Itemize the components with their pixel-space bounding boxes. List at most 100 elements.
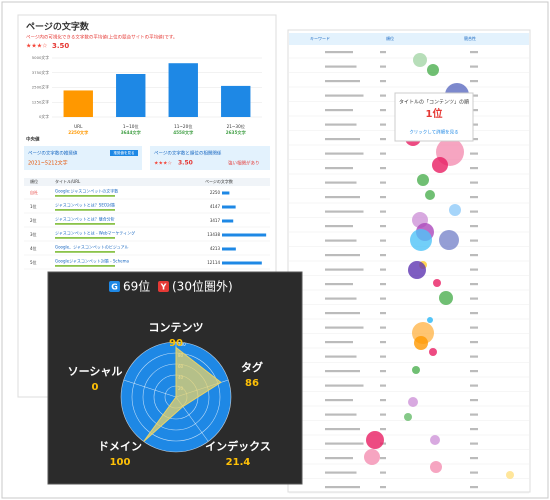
table-rank: 1位 <box>30 203 37 209</box>
bubble <box>439 291 453 305</box>
row-text <box>380 196 386 199</box>
table-value: 12114 <box>207 260 220 265</box>
table-title: ジャスコンペットとは？SEO対策 <box>55 202 115 208</box>
row-text <box>325 486 360 489</box>
bubble <box>408 397 418 407</box>
row-text <box>325 326 364 329</box>
row-text <box>380 254 386 257</box>
row-text <box>325 471 357 474</box>
radar-category: インデックス <box>205 439 271 453</box>
row-text <box>470 152 478 155</box>
row-text <box>325 181 357 184</box>
row-text <box>470 370 478 373</box>
row-text <box>380 355 386 358</box>
row-text <box>470 196 478 199</box>
row-text <box>325 51 353 54</box>
radar-chart: 20406080100コンテンツ90タグ86インデックス21.4ドメイン100ソ… <box>68 321 271 468</box>
left-title: ページの文字数 <box>26 21 90 33</box>
row-text <box>380 94 386 97</box>
radar-category: コンテンツ <box>149 321 204 334</box>
y-tick-label: 5000文字 <box>32 55 49 60</box>
recommend-badge-bg <box>110 150 138 156</box>
table-title: Googleジャスコンペット対策 - Schema <box>55 258 130 264</box>
bubble <box>425 190 435 200</box>
table-url <box>55 195 115 197</box>
row-text <box>380 152 386 155</box>
table-rank: 自社 <box>30 189 38 195</box>
row-text <box>325 413 357 416</box>
row-text <box>325 457 353 460</box>
right-header <box>289 33 529 45</box>
row-text <box>380 210 386 213</box>
table-value: 2250 <box>210 190 221 195</box>
row-text <box>470 486 478 489</box>
table-url <box>55 237 115 239</box>
radar-value: 100 <box>110 457 131 468</box>
x-tick-label: 21~30位 <box>227 123 245 129</box>
table-bar <box>222 205 236 209</box>
table-bar <box>222 191 230 195</box>
table-rank: 3位 <box>30 231 37 237</box>
row-text <box>470 210 478 213</box>
row-text <box>325 138 360 141</box>
table-title: Google、ジャスコンペットのビジュアル <box>55 244 129 250</box>
bar <box>116 74 146 117</box>
row-text <box>470 181 478 184</box>
row-text <box>380 225 386 228</box>
table-bar <box>222 261 262 265</box>
rating: 3.50 <box>52 42 69 50</box>
row-text <box>470 428 478 431</box>
table-value: 4147 <box>210 204 221 209</box>
radar-category: ソーシャル <box>68 365 123 378</box>
row-text <box>470 268 478 271</box>
table-rank: 2位 <box>30 217 37 223</box>
row-text <box>380 457 386 460</box>
value-label: 4558文字 <box>173 129 193 136</box>
stars: ★★★☆ <box>26 43 48 50</box>
row-text <box>470 341 478 344</box>
table-url <box>55 223 115 225</box>
row-text <box>325 283 353 286</box>
table-value: 4213 <box>210 246 221 251</box>
table-bar <box>222 247 236 251</box>
bubble <box>404 413 412 421</box>
radar-value: 21.4 <box>226 457 251 468</box>
radar-category: ドメイン <box>98 440 142 453</box>
row-text <box>380 384 386 387</box>
row-text <box>380 471 386 474</box>
row-text <box>325 65 357 68</box>
row-text <box>470 355 478 358</box>
row-text <box>325 370 360 373</box>
row-text <box>380 51 386 54</box>
radar-tick-label: 100 <box>178 342 186 347</box>
row-text <box>325 225 353 228</box>
row-text <box>470 442 478 445</box>
table-title: ジャスコンペットとは - Webマーケティング <box>55 230 135 236</box>
x-tick-label: 1~10位 <box>123 123 139 129</box>
bubble <box>427 64 439 76</box>
row-text <box>325 341 353 344</box>
row-text <box>380 268 386 271</box>
bar <box>168 63 198 117</box>
y-tick-label: 3750文字 <box>32 70 49 75</box>
bubble <box>410 229 432 251</box>
row-text <box>325 254 360 257</box>
table-url <box>55 265 115 267</box>
row-text <box>470 384 478 387</box>
y-tick-label: 2500文字 <box>32 85 49 90</box>
x-tick-label: URL <box>74 124 83 129</box>
table-value: 13438 <box>207 232 220 237</box>
row-text <box>325 239 357 242</box>
row-text <box>325 109 353 112</box>
yahoo-badge: Y <box>160 283 167 292</box>
bubble <box>417 174 429 186</box>
recommend-title: ページの文字数の推奨値 <box>28 150 78 157</box>
row-text <box>325 442 364 445</box>
bubble <box>412 366 420 374</box>
row-text <box>470 65 478 68</box>
row-text <box>380 283 386 286</box>
row-text <box>380 65 386 68</box>
